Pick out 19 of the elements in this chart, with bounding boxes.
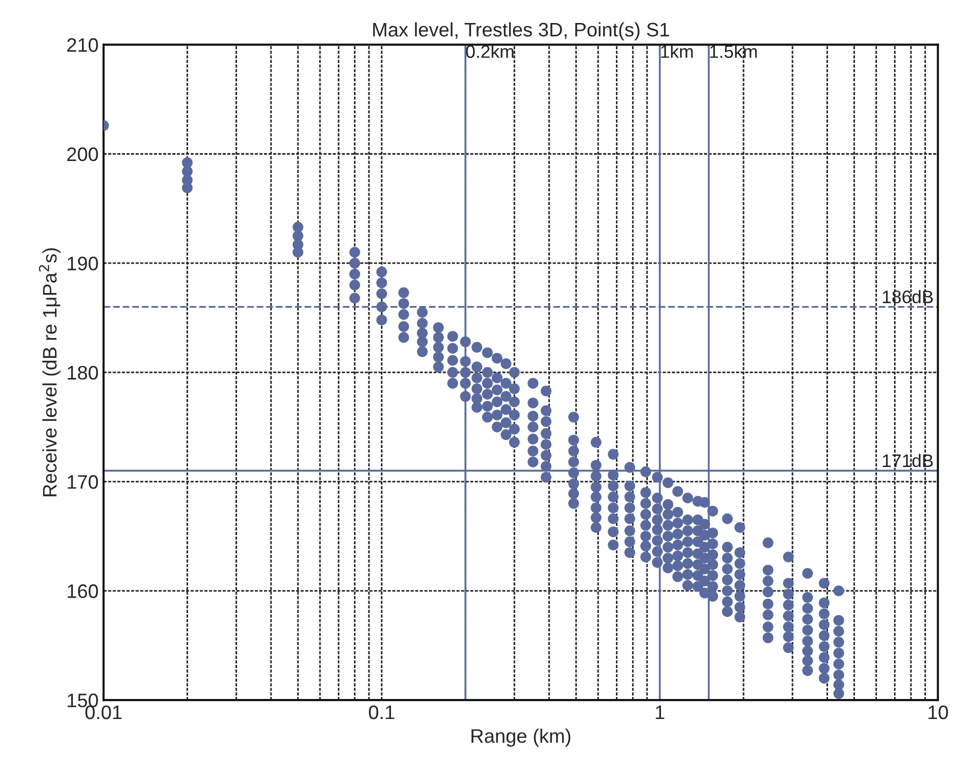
y-tick-label: 210 (67, 38, 98, 52)
y-tick-label: 200 (67, 147, 98, 162)
y-tick-label: 190 (68, 256, 98, 270)
y-tick-label: 150 (68, 694, 98, 708)
ref-line-label: 186dB (882, 290, 933, 304)
ref-line-label: 1.5km (710, 44, 757, 58)
y-tick-label: 170 (68, 475, 98, 489)
x-tick-label: 10 (928, 705, 948, 720)
ref-line-label: 0.2km (466, 44, 514, 58)
x-tick-label: 1 (656, 706, 664, 720)
x-tick-label: 0.1 (368, 705, 394, 720)
y-tick-label: 180 (68, 366, 98, 380)
x-axis-title: Range (km) (472, 728, 570, 747)
ref-line-label: 1km (661, 44, 693, 58)
ref-line-label: 171dB (882, 454, 933, 468)
x-tick-label: 0.01 (85, 705, 122, 720)
y-tick-label: 160 (68, 584, 98, 598)
y-axis-title: Receive level (dB re 1μPa$^{2}$s) (38, 248, 61, 496)
chart-title: Max level, Trestles 3D, Point(s) S1 (373, 22, 669, 40)
